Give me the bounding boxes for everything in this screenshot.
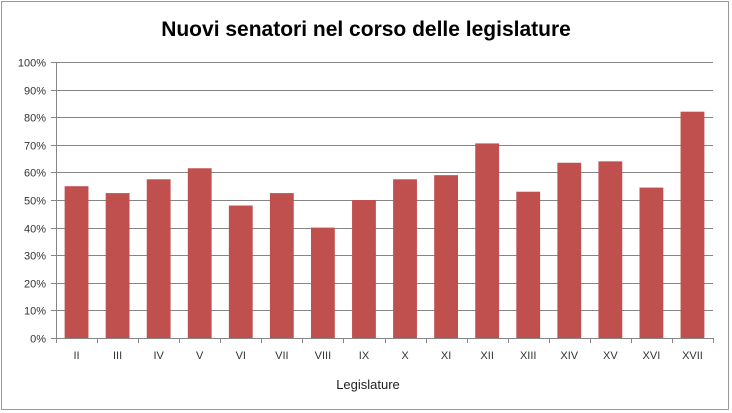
bar (557, 162, 582, 338)
bar (64, 186, 89, 338)
y-tick-label: 20% (24, 279, 46, 291)
x-tick-label: XIV (560, 350, 578, 362)
bar (105, 193, 130, 338)
x-tick-label: XI (441, 350, 451, 362)
x-tick-label: III (113, 350, 122, 362)
bar (310, 227, 335, 338)
bar (434, 175, 459, 338)
bars (64, 111, 705, 339)
y-tick-label: 50% (24, 196, 46, 208)
x-tick-label: IX (359, 350, 370, 362)
y-tick-label: 80% (24, 113, 46, 125)
bar (187, 168, 212, 338)
y-tick-label: 40% (24, 224, 46, 236)
x-tick-label: IV (153, 350, 164, 362)
bar (639, 187, 664, 338)
x-tick-label: XII (480, 350, 493, 362)
y-tick-label: 90% (24, 86, 46, 98)
y-axis-ticks: 0% 10% 20% 30% 40% 50% 60% 70% 80% 90% 100% (18, 58, 46, 346)
bar (352, 200, 376, 338)
x-axis-label: Legislature (336, 377, 400, 392)
x-tick-label: II (73, 350, 79, 362)
x-axis-ticks: II III IV V VI VII VIII IX X XI XII XIII XIV XV XVI XVI… (73, 350, 702, 362)
bar (269, 193, 294, 338)
bar (680, 111, 705, 339)
x-tick-label: XVI (643, 350, 661, 362)
y-tick-label: 60% (24, 168, 46, 180)
bar (228, 205, 253, 338)
x-tick-label: XIII (520, 350, 537, 362)
bar (146, 179, 171, 338)
y-tick-label: 0% (30, 334, 46, 346)
y-tick-label: 100% (18, 58, 46, 70)
x-tick-label: VI (236, 350, 246, 362)
x-tick-label: XVII (682, 350, 703, 362)
y-tick-label: 10% (24, 306, 46, 318)
x-tick-label: VIII (315, 350, 332, 362)
x-tick-label: XV (603, 350, 618, 362)
chart-title: Nuovi senatori nel corso delle legislatu… (161, 18, 571, 41)
bar (393, 179, 417, 338)
y-tick-label: 30% (24, 251, 46, 263)
x-tick-label: VII (275, 350, 288, 362)
bar (598, 161, 623, 338)
bar (475, 143, 500, 338)
x-tick-label: V (196, 350, 204, 362)
bar (516, 191, 541, 338)
y-tick-label: 70% (24, 141, 46, 153)
x-tick-label: X (401, 350, 409, 362)
